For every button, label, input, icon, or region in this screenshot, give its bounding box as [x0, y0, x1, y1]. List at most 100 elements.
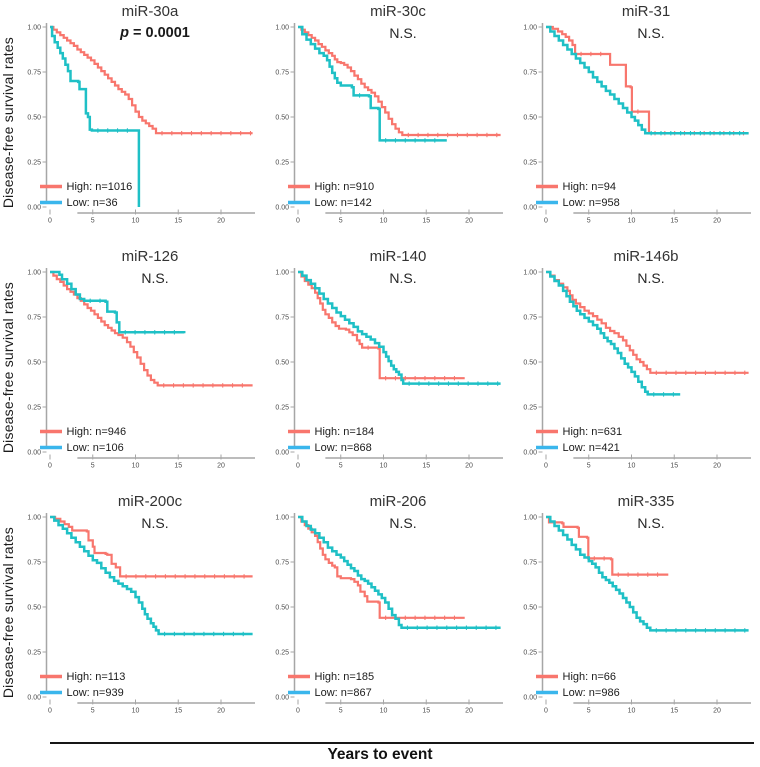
- y-tick-label: 0.75: [275, 559, 289, 566]
- high-survival-curve: [298, 270, 465, 380]
- x-tick-label: 5: [91, 218, 95, 225]
- km-plot-miR-200c: 1.00 0.75 0.50 0.25 0.00 0 5 10 15 20 High: n=113 L…: [27, 513, 255, 715]
- significance-label: N.S.: [294, 25, 512, 41]
- legend-high-label: High: n=113: [67, 671, 126, 683]
- low-survival-curve: [298, 515, 501, 629]
- x-tick-label: 0: [48, 463, 52, 470]
- panel-miR-200c: miR-200c N.S. 1.00 0.75 0.50 0.25 0.00 0 5 10 15 20…: [16, 490, 264, 735]
- legend-low-label: Low: n=986: [563, 687, 620, 699]
- y-tick-label: 0.00: [275, 449, 289, 456]
- high-survival-curve: [298, 515, 465, 619]
- km-plot-miR-126: 1.00 0.75 0.50 0.25 0.00 0 5 10 15 20 High: n=946 L…: [27, 268, 255, 470]
- significance-ns: N.S.: [141, 270, 169, 286]
- y-axis-title: Disease-free survival rates: [0, 36, 16, 209]
- high-survival-curve: [50, 515, 253, 578]
- panel-miR-30c: miR-30c N.S. 1.00 0.75 0.50 0.25 0.00 0 5 10 15 20 H…: [264, 0, 512, 245]
- y-tick-label: 0.25: [523, 404, 537, 411]
- x-tick-label: 15: [174, 463, 182, 470]
- x-tick-label: 0: [296, 218, 300, 225]
- panel-title: miR-30a: [121, 3, 179, 20]
- figure-row: Disease-free survival rates miR-200c N.S. 1…: [0, 490, 760, 735]
- x-tick-label: 5: [587, 463, 591, 470]
- x-tick-label: 15: [422, 708, 430, 715]
- significance-ns: N.S.: [389, 270, 417, 286]
- y-axis-title-strip: Disease-free survival rates: [0, 245, 16, 490]
- y-tick-label: 0.50: [275, 114, 289, 121]
- legend-low-label: Low: n=939: [67, 687, 124, 699]
- low-survival-curve: [298, 25, 447, 142]
- legend-low-label: Low: n=958: [563, 197, 620, 209]
- y-tick-label: 0.25: [275, 404, 289, 411]
- x-tick-label: 0: [48, 218, 52, 225]
- y-tick-label: 0.00: [275, 204, 289, 211]
- y-tick-label: 0.50: [523, 604, 537, 611]
- legend-high-label: High: n=946: [67, 426, 127, 438]
- legend-high-label: High: n=185: [315, 671, 375, 683]
- y-tick-label: 0.50: [523, 359, 537, 366]
- x-tick-label: 0: [544, 463, 548, 470]
- high-survival-curve: [546, 270, 749, 374]
- panel-title: miR-126: [121, 248, 179, 265]
- y-tick-label: 1.00: [27, 24, 41, 31]
- low-survival-curve: [50, 515, 253, 636]
- y-tick-label: 0.25: [275, 649, 289, 656]
- high-survival-curve: [298, 25, 501, 137]
- x-tick-label: 5: [91, 463, 95, 470]
- panel-miR-140: miR-140 N.S. 1.00 0.75 0.50 0.25 0.00 0 5 10 15 20 H…: [264, 245, 512, 490]
- low-survival-curve: [50, 25, 141, 207]
- y-tick-label: 0.00: [523, 449, 537, 456]
- km-plot-miR-146b: 1.00 0.75 0.50 0.25 0.00 0 5 10 15 20 High: n=631 L…: [523, 268, 751, 470]
- x-tick-label: 5: [339, 218, 343, 225]
- low-survival-curve: [298, 270, 501, 385]
- y-tick-label: 0.75: [523, 559, 537, 566]
- legend-low-label: Low: n=868: [315, 442, 372, 454]
- km-plot-miR-30a: 1.00 0.75 0.50 0.25 0.00 0 5 10 15 20 High: n=1016…: [27, 23, 255, 225]
- y-tick-label: 0.25: [523, 159, 537, 166]
- bottom-axis-line: [50, 742, 754, 744]
- significance-label: N.S.: [542, 515, 760, 531]
- x-tick-label: 0: [296, 463, 300, 470]
- y-tick-label: 1.00: [275, 514, 289, 521]
- legend-high-label: High: n=910: [315, 181, 375, 193]
- x-tick-label: 0: [48, 708, 52, 715]
- y-tick-label: 0.00: [523, 204, 537, 211]
- x-axis-title: Years to event: [327, 746, 433, 763]
- x-tick-label: 10: [132, 463, 140, 470]
- x-tick-label: 15: [174, 218, 182, 225]
- km-plot-miR-31: 1.00 0.75 0.50 0.25 0.00 0 5 10 15 20 High: n=94 Lo…: [523, 23, 751, 225]
- x-tick-label: 15: [670, 463, 678, 470]
- panel-title: miR-146b: [613, 248, 679, 265]
- x-tick-label: 20: [465, 463, 473, 470]
- significance-ns: N.S.: [389, 25, 417, 41]
- x-tick-label: 20: [217, 463, 225, 470]
- legend-high-label: High: n=66: [563, 671, 617, 683]
- figure-row: Disease-free survival rates miR-30a p = 0.…: [0, 0, 760, 245]
- significance-ns: N.S.: [637, 270, 665, 286]
- km-plot-miR-140: 1.00 0.75 0.50 0.25 0.00 0 5 10 15 20 High: n=184 L…: [275, 268, 503, 470]
- y-tick-label: 1.00: [275, 269, 289, 276]
- significance-ns: N.S.: [637, 25, 665, 41]
- y-tick-label: 0.50: [27, 359, 41, 366]
- legend-low-label: Low: n=421: [563, 442, 620, 454]
- y-axis-title: Disease-free survival rates: [0, 281, 16, 454]
- significance-ns: N.S.: [141, 515, 169, 531]
- x-tick-label: 0: [544, 708, 548, 715]
- panel-miR-206: miR-206 N.S. 1.00 0.75 0.50 0.25 0.00 0 5 10 15 20 H…: [264, 490, 512, 735]
- panel-miR-146b: miR-146b N.S. 1.00 0.75 0.50 0.25 0.00 0 5 10 15 20…: [512, 245, 760, 490]
- panel-miR-126: miR-126 N.S. 1.00 0.75 0.50 0.25 0.00 0 5 10 15 20 H…: [16, 245, 264, 490]
- x-tick-label: 20: [465, 708, 473, 715]
- y-axis-title-strip: Disease-free survival rates: [0, 0, 16, 245]
- y-tick-label: 0.00: [523, 694, 537, 701]
- significance-label: N.S.: [46, 270, 264, 286]
- y-tick-label: 0.25: [523, 649, 537, 656]
- x-tick-label: 5: [587, 218, 591, 225]
- figure-row: Disease-free survival rates miR-126 N.S. 1.…: [0, 245, 760, 490]
- significance-label: N.S.: [294, 270, 512, 286]
- significance-italic-p: p: [120, 25, 129, 41]
- y-tick-label: 0.25: [27, 159, 41, 166]
- low-survival-curve: [546, 270, 681, 396]
- y-tick-label: 0.00: [27, 204, 41, 211]
- y-tick-label: 0.50: [27, 604, 41, 611]
- y-tick-label: 0.50: [275, 359, 289, 366]
- legend-low-label: Low: n=36: [67, 197, 118, 209]
